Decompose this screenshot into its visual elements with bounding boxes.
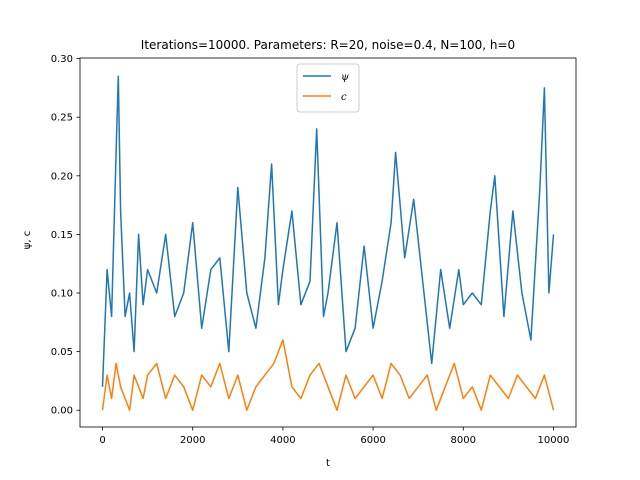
y-tick-label: 0.10 [51, 289, 73, 300]
y-tick-label: 0.25 [51, 113, 73, 124]
x-axis-label: t [326, 458, 330, 469]
series-line-c [101, 339, 555, 411]
y-tick-label: 0.00 [51, 406, 73, 417]
chart-title: Iterations=10000. Parameters: R=20, nois… [141, 38, 515, 52]
legend: ψc [296, 63, 360, 113]
y-axis-label: ψ, c [22, 231, 33, 249]
legend-label: ψ [341, 72, 349, 83]
y-axis: 0.00 0.05 0.10 0.15 0.20 0.25 0.30 [51, 54, 80, 417]
y-tick-label: 0.20 [51, 171, 73, 182]
axes-frame [79, 57, 577, 428]
x-tick-label: 8000 [451, 435, 476, 446]
x-tick-label: 2000 [180, 435, 205, 446]
y-tick-label: 0.30 [51, 54, 73, 65]
x-tick-label: 10000 [538, 435, 570, 446]
x-tick-label: 6000 [360, 435, 385, 446]
x-tick-label: 4000 [270, 435, 295, 446]
x-tick-label: 0 [99, 435, 105, 446]
legend-label: c [341, 92, 347, 103]
series-line-psi [101, 75, 555, 387]
y-tick-label: 0.15 [51, 230, 73, 241]
x-axis: 0 2000 4000 6000 8000 10000 [99, 427, 569, 446]
y-tick-label: 0.05 [51, 347, 73, 358]
plot-area [79, 57, 577, 428]
legend-box [296, 63, 360, 113]
